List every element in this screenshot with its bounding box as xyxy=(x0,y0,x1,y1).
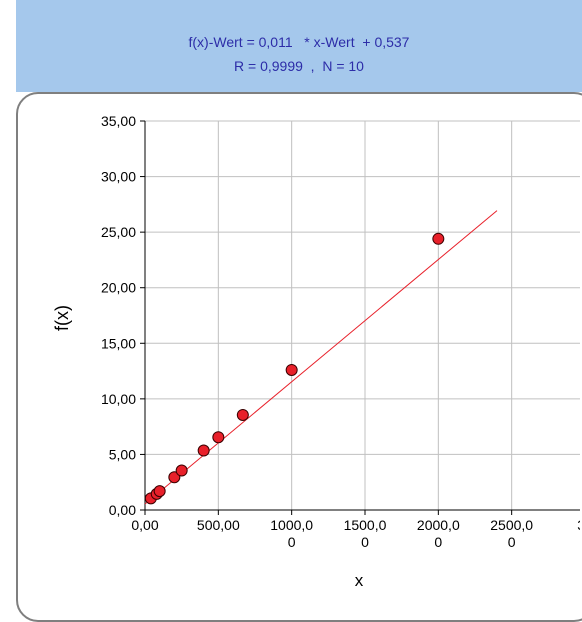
y-axis-title: f(x) xyxy=(52,305,72,331)
x-tick-label-line: 1000,0 xyxy=(270,517,313,533)
data-point xyxy=(285,363,298,376)
regression-line xyxy=(144,210,498,505)
x-tick-label-line: 2500,0 xyxy=(490,517,533,533)
x-tick-label-line: 2000,0 xyxy=(417,517,460,533)
x-tick-label: 2500,0 0 xyxy=(490,517,533,550)
data-point xyxy=(168,471,181,484)
x-tick-label: 1500,0 0 xyxy=(344,517,387,550)
y-tick-label: 15,00 xyxy=(101,335,136,351)
data-point xyxy=(197,444,210,457)
data-point xyxy=(432,232,445,245)
data-point xyxy=(236,408,249,421)
data-point xyxy=(175,464,188,477)
x-tick-label-line: 500,00 xyxy=(197,517,240,533)
x-tick-label: 1000,0 0 xyxy=(270,517,313,550)
regression-stats: R = 0,9999 , N = 10 xyxy=(234,58,364,74)
x-tick-label: 2000,0 0 xyxy=(417,517,460,550)
x-tick-label-line: 0,00 xyxy=(131,517,158,533)
y-tick-label: 5,00 xyxy=(109,446,136,462)
header-band xyxy=(16,0,582,92)
y-tick-label: 30,00 xyxy=(101,169,136,185)
x-axis-title: x xyxy=(355,571,364,590)
x-tick-label-line: 30 xyxy=(577,517,582,533)
x-tick-label-line: 0 xyxy=(288,534,296,550)
x-tick-label-line: 0 xyxy=(361,534,369,550)
x-tick-label-line: 1500,0 xyxy=(344,517,387,533)
data-point xyxy=(212,431,225,444)
y-tick-label: 20,00 xyxy=(101,280,136,296)
x-tick-label-line: 0 xyxy=(434,534,442,550)
regression-equation: f(x)-Wert = 0,011 * x-Wert + 0,537 xyxy=(188,34,410,50)
x-tick-label: 30 xyxy=(577,517,582,533)
y-tick-label: 25,00 xyxy=(101,224,136,240)
x-tick-label-line: 0 xyxy=(508,534,516,550)
plot-frame xyxy=(16,92,582,622)
data-point xyxy=(153,485,166,498)
x-tick-label: 0,00 xyxy=(131,517,158,533)
x-tick-label: 500,00 xyxy=(197,517,240,533)
y-tick-label: 0,00 xyxy=(109,502,136,518)
y-tick-label: 10,00 xyxy=(101,391,136,407)
y-tick-label: 35,00 xyxy=(101,113,136,129)
